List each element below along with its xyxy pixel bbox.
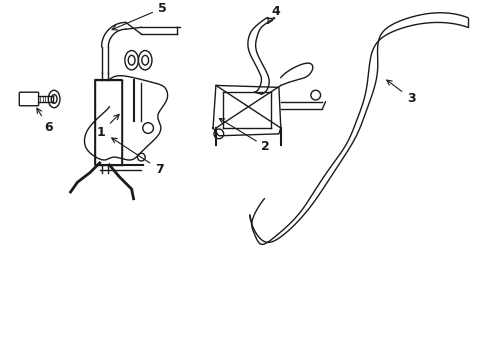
Ellipse shape <box>138 50 152 70</box>
Ellipse shape <box>48 90 60 108</box>
Ellipse shape <box>142 55 148 65</box>
Circle shape <box>142 123 153 133</box>
Ellipse shape <box>124 50 138 70</box>
Ellipse shape <box>51 95 57 103</box>
FancyBboxPatch shape <box>19 92 39 106</box>
Circle shape <box>137 153 145 161</box>
Circle shape <box>310 90 320 100</box>
Text: 6: 6 <box>37 108 53 134</box>
Text: 4: 4 <box>267 5 279 23</box>
Text: 7: 7 <box>112 138 163 176</box>
Text: 3: 3 <box>386 80 414 105</box>
Circle shape <box>214 129 223 139</box>
Text: 2: 2 <box>219 118 270 153</box>
FancyBboxPatch shape <box>95 80 122 165</box>
Text: 1: 1 <box>97 114 119 139</box>
Text: 5: 5 <box>112 2 166 30</box>
Ellipse shape <box>128 55 135 65</box>
